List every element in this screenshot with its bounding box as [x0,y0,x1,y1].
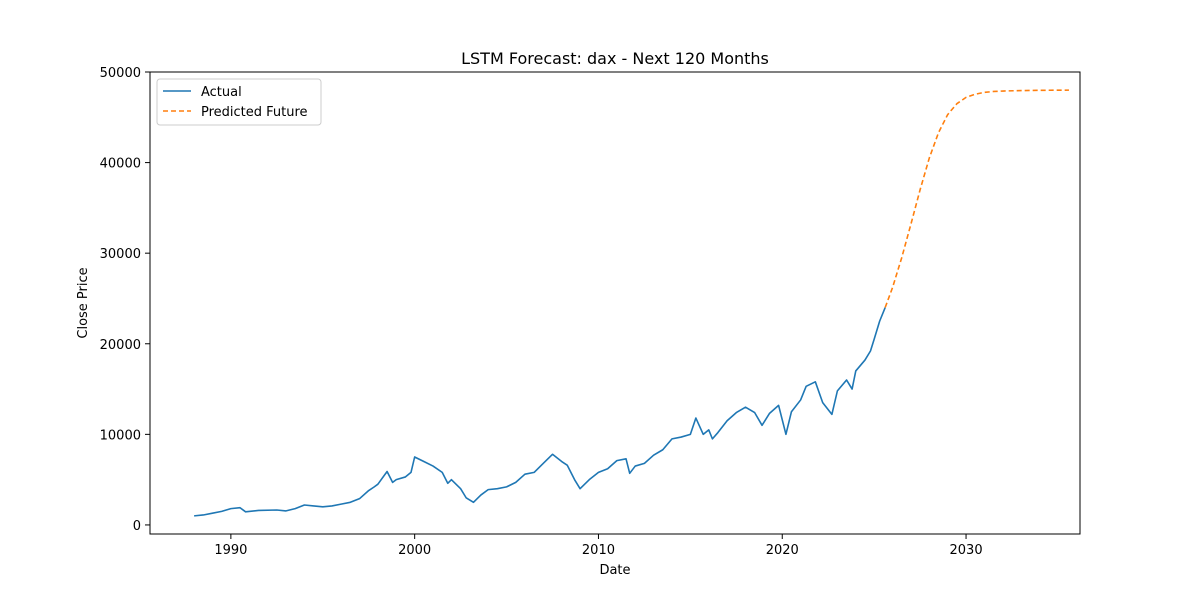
plot-frame [149,71,1081,535]
x-axis: 1990 2000 2010 2020 2030 [214,534,983,558]
x-tick-label: 2000 [398,543,431,558]
series-line-actual [194,307,886,517]
y-axis: 0 10000 20000 30000 40000 50000 [100,66,150,534]
y-tick-label: 20000 [100,338,141,353]
x-tick-label: 2010 [582,543,615,558]
series-layer [194,89,1069,517]
y-tick-label: 50000 [100,66,141,81]
x-tick-label: 2030 [950,543,983,558]
y-tick-label: 0 [133,519,141,534]
x-tick-label: 1990 [214,543,247,558]
y-tick-label: 30000 [100,247,141,262]
series-line-predicted-future [884,89,1069,308]
x-axis-label: Date [599,563,630,578]
legend-label-predicted: Predicted Future [201,105,308,120]
legend-label-actual: Actual [201,85,242,100]
legend: Actual Predicted Future [156,78,322,126]
y-tick-label: 40000 [100,157,141,172]
legend-box [156,78,322,126]
x-tick-label: 2020 [766,543,799,558]
y-axis-label: Close Price [76,267,91,338]
chart-title: LSTM Forecast: dax - Next 120 Months [461,49,769,68]
y-tick-label: 10000 [100,428,141,443]
